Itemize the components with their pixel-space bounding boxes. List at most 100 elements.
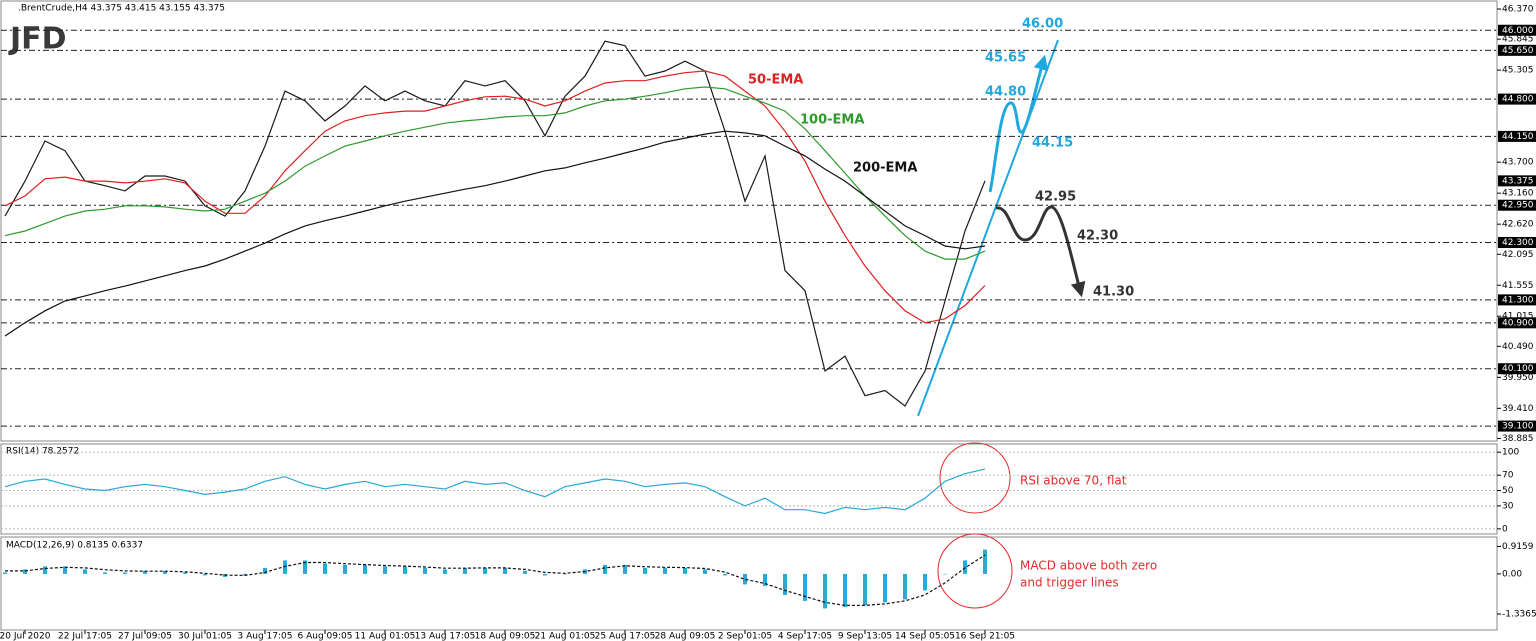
bar bbox=[303, 560, 307, 574]
y-tick-label: 0.00 bbox=[1502, 569, 1522, 579]
y-tick-label: 46.370 bbox=[1502, 5, 1534, 15]
bull-scenario bbox=[988, 54, 1049, 193]
x-tick-label: 14 Sep 05:05 bbox=[895, 632, 955, 641]
chart-title: .BrentCrude,H4 43.375 43.415 43.155 43.3… bbox=[18, 4, 225, 14]
bar bbox=[543, 573, 547, 576]
level-label: 45.650 bbox=[1502, 46, 1534, 56]
trend-line bbox=[917, 39, 1059, 417]
level-box bbox=[1498, 363, 1536, 375]
level-label: 42.950 bbox=[1502, 201, 1534, 211]
level-box bbox=[1498, 420, 1536, 432]
x-tick-label: 25 Aug 17:05 bbox=[595, 632, 656, 641]
bar bbox=[83, 569, 87, 574]
bear-scenario bbox=[995, 205, 1086, 298]
last-price-label: 43.375 bbox=[1502, 176, 1534, 186]
bar bbox=[163, 570, 167, 574]
y-tick-label: 0 bbox=[1502, 524, 1508, 534]
x-tick-label: 28 Aug 09:05 bbox=[655, 632, 716, 641]
level-box bbox=[1498, 199, 1536, 211]
y-tick-label: 38.885 bbox=[1502, 434, 1534, 444]
bar bbox=[23, 569, 27, 574]
annotation: 46.00 bbox=[1022, 17, 1063, 32]
level-label: 44.150 bbox=[1502, 132, 1534, 142]
series-label: 100-EMA bbox=[800, 113, 864, 128]
bar bbox=[443, 569, 447, 574]
last-price-box bbox=[1498, 175, 1536, 187]
annotation: 44.80 bbox=[985, 85, 1026, 100]
bar bbox=[903, 573, 907, 600]
y-tick-label: 30 bbox=[1502, 501, 1514, 511]
bar bbox=[483, 567, 487, 574]
annotation: 41.30 bbox=[1093, 285, 1134, 300]
bar bbox=[523, 570, 527, 574]
bar bbox=[203, 573, 207, 576]
bar bbox=[283, 560, 287, 574]
rsi-circle bbox=[939, 442, 1011, 514]
rsi-note: RSI above 70, flat bbox=[1020, 474, 1127, 488]
level-label: 40.100 bbox=[1502, 364, 1534, 374]
y-tick-label: 43.700 bbox=[1502, 158, 1534, 168]
bar bbox=[103, 572, 107, 574]
series-label: 200-EMA bbox=[853, 161, 917, 176]
bar bbox=[743, 573, 747, 585]
series-line bbox=[5, 554, 986, 606]
y-tick-label: 42.095 bbox=[1502, 250, 1534, 260]
x-tick-label: 22 Jul 17:05 bbox=[58, 632, 112, 641]
bar bbox=[383, 566, 387, 574]
bar bbox=[623, 564, 627, 574]
level-box bbox=[1498, 93, 1536, 105]
bar bbox=[183, 572, 187, 574]
y-tick-label: 100 bbox=[1502, 448, 1519, 458]
y-tick-label: 39.950 bbox=[1502, 373, 1534, 383]
level-box bbox=[1498, 24, 1536, 36]
series-line bbox=[4, 70, 986, 324]
bar bbox=[643, 567, 647, 574]
y-tick-label: 50 bbox=[1502, 486, 1514, 496]
bar bbox=[943, 573, 947, 575]
x-tick-label: 4 Sep 17:05 bbox=[778, 632, 832, 641]
macd-title: MACD(12,26,9) 0.8135 0.6337 bbox=[6, 541, 143, 551]
bar bbox=[723, 573, 727, 576]
x-tick-label: 3 Aug 17:05 bbox=[238, 632, 293, 641]
bar bbox=[363, 564, 367, 574]
annotation: 44.15 bbox=[1032, 136, 1073, 151]
bar bbox=[843, 573, 847, 607]
rsi-panel bbox=[0, 443, 1498, 535]
bar bbox=[423, 567, 427, 574]
bar bbox=[123, 572, 127, 574]
x-tick-label: 18 Aug 09:05 bbox=[475, 632, 536, 641]
level-label: 44.800 bbox=[1502, 95, 1534, 105]
series-label: 50-EMA bbox=[748, 73, 803, 88]
bar bbox=[803, 573, 807, 601]
y-tick-label: 70 bbox=[1502, 471, 1514, 481]
series-line bbox=[4, 40, 986, 407]
level-label: 41.300 bbox=[1502, 295, 1534, 305]
x-tick-label: 20 Jul 2020 bbox=[0, 632, 51, 641]
bar bbox=[263, 567, 267, 574]
series-line bbox=[4, 468, 986, 515]
y-tick-label: 0.9159 bbox=[1502, 542, 1534, 552]
bar bbox=[503, 567, 507, 574]
bar bbox=[343, 564, 347, 574]
bar bbox=[863, 573, 867, 606]
x-tick-label: 11 Aug 01:05 bbox=[355, 632, 416, 641]
bar bbox=[43, 566, 47, 574]
level-box bbox=[1498, 130, 1536, 142]
y-tick-label: 39.410 bbox=[1502, 404, 1534, 414]
bar bbox=[783, 573, 787, 595]
series-line bbox=[4, 86, 986, 260]
x-tick-label: 16 Sep 21:05 bbox=[955, 632, 1015, 641]
y-tick-label: 42.620 bbox=[1502, 220, 1534, 230]
level-label: 46.000 bbox=[1502, 26, 1534, 36]
x-tick-label: 2 Sep 01:05 bbox=[718, 632, 772, 641]
macd-circle bbox=[937, 533, 1013, 609]
bar bbox=[963, 560, 967, 574]
bar bbox=[603, 564, 607, 574]
bar bbox=[243, 573, 247, 576]
y-tick-label: 43.160 bbox=[1502, 189, 1534, 199]
bar bbox=[323, 563, 327, 574]
bar bbox=[763, 573, 767, 586]
bar bbox=[463, 567, 467, 574]
main-panel bbox=[0, 0, 1498, 442]
